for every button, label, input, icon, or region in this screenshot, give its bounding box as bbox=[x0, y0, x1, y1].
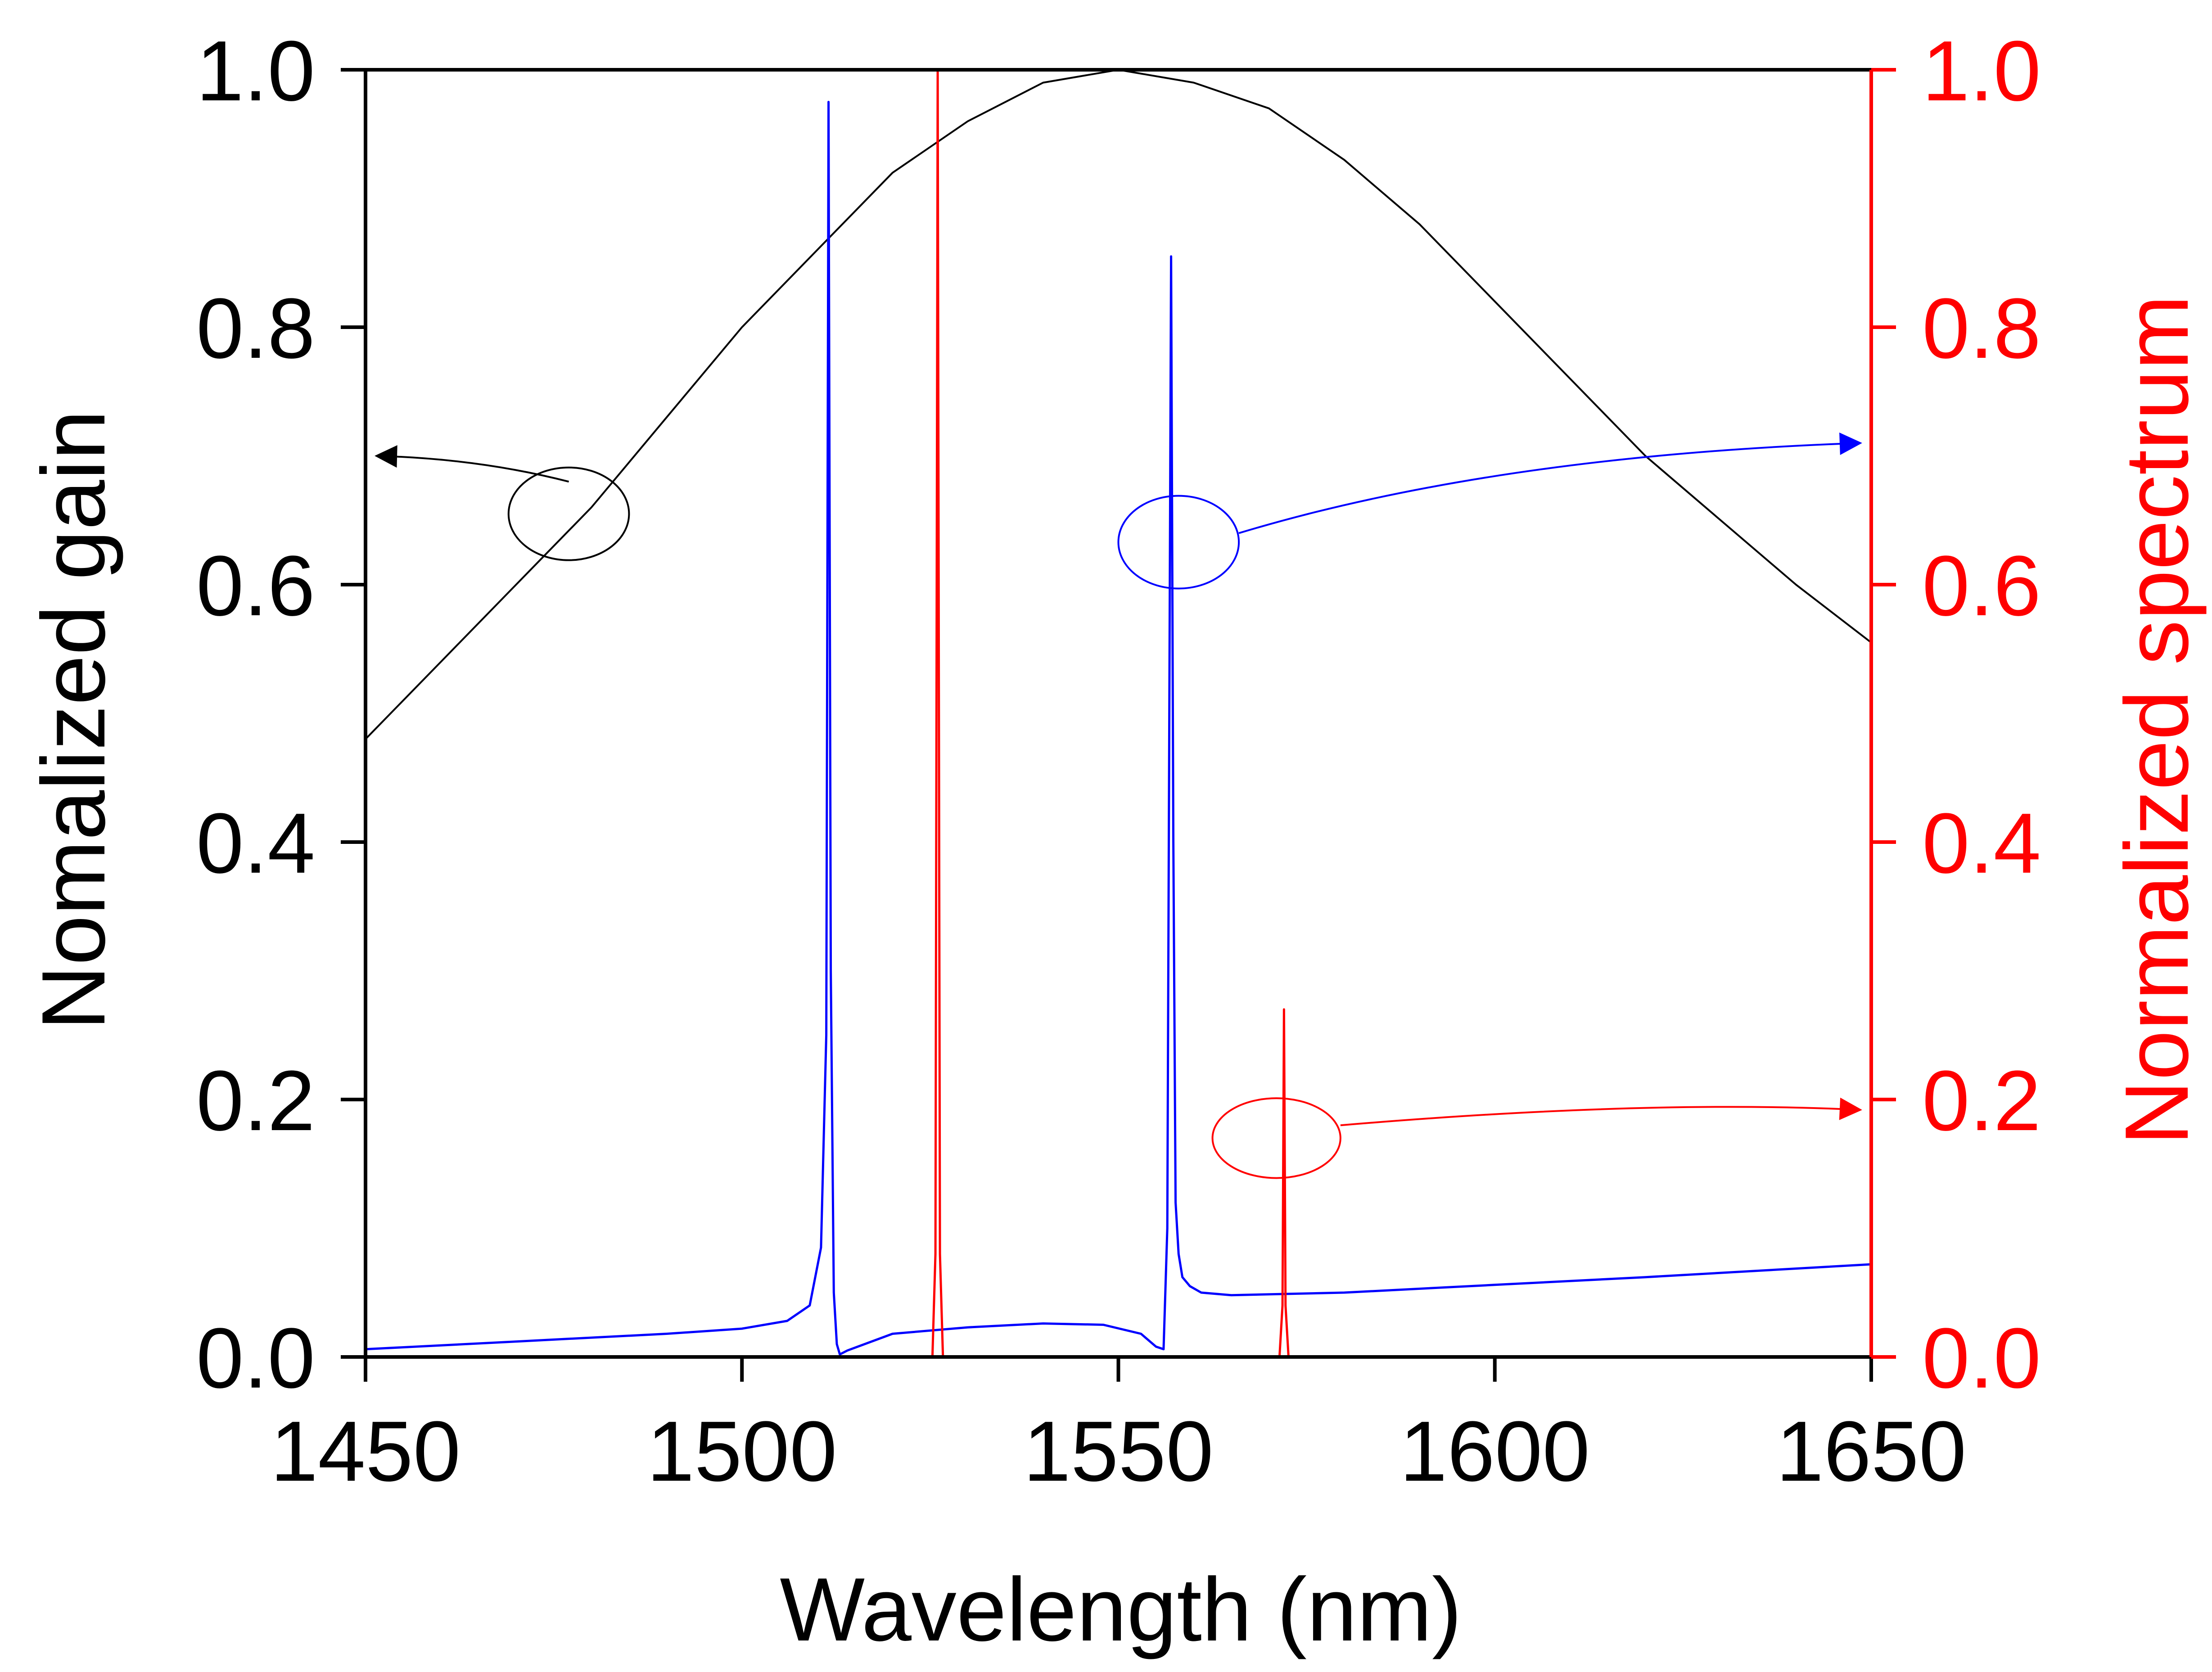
y-axis-right-title: Normalized spectrum bbox=[2107, 295, 2207, 1145]
y-tick-left-label: 0.8 bbox=[196, 281, 315, 376]
y-tick-left-label: 0.6 bbox=[196, 538, 315, 634]
series-line-3 bbox=[366, 68, 1871, 1358]
spectrum-axis-pointer-ellipse bbox=[1211, 1097, 1341, 1179]
y-tick-right-label: 0.4 bbox=[1922, 796, 2041, 891]
x-tick-label: 1550 bbox=[1023, 1404, 1214, 1499]
y-tick-left-label: 0.2 bbox=[196, 1053, 315, 1149]
axis-layer: 1450 1500 1550 1600 16500.00.20.40.60.81.00.… bbox=[196, 23, 2041, 1499]
series-line-1 bbox=[365, 69, 1872, 740]
y-tick-right-label: 0.2 bbox=[1922, 1053, 2041, 1149]
transmission-axis-pointer-arrow bbox=[1238, 433, 1862, 534]
y-tick-left-label: 1.0 bbox=[196, 23, 315, 119]
y-tick-right-label: 0.8 bbox=[1922, 281, 2041, 376]
spectrum-axis-pointer-arrow bbox=[1340, 1097, 1862, 1127]
y-tick-left-label: 0.4 bbox=[196, 796, 315, 891]
transmission-axis-pointer-ellipse bbox=[1117, 495, 1240, 590]
series-line-2 bbox=[365, 101, 1872, 1356]
y-axis-left-title: Nomalized gain bbox=[23, 410, 124, 1031]
gain-axis-pointer-arrow bbox=[375, 445, 569, 483]
x-tick-label: 1600 bbox=[1399, 1404, 1590, 1499]
gain-axis-pointer-ellipse bbox=[507, 466, 630, 561]
y-tick-right-label: 0.6 bbox=[1922, 538, 2041, 634]
annotation-layer bbox=[375, 433, 1862, 1179]
x-axis-title: Wavelength (nm) bbox=[780, 1559, 1462, 1660]
x-tick-label: 1500 bbox=[647, 1404, 837, 1499]
y-tick-right-label: 1.0 bbox=[1922, 23, 2041, 119]
x-tick-label: 1450 bbox=[271, 1404, 461, 1499]
y-tick-right-label: 0.0 bbox=[1922, 1311, 2041, 1406]
x-tick-label: 1650 bbox=[1776, 1404, 1967, 1499]
y-tick-left-label: 0.0 bbox=[196, 1311, 315, 1406]
series-layer bbox=[365, 68, 1872, 1358]
